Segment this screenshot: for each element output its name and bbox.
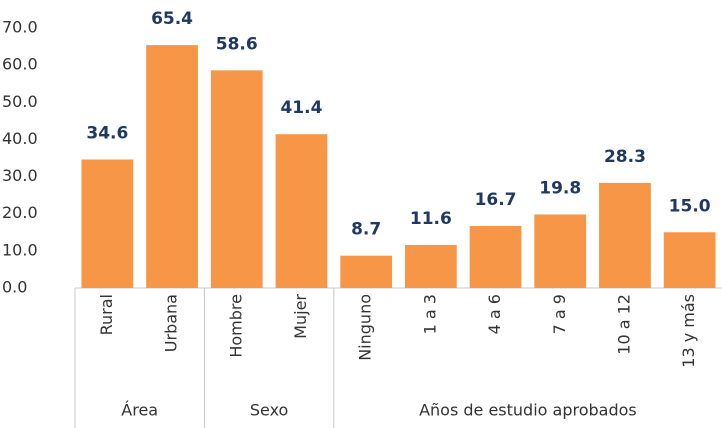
bar <box>469 225 522 288</box>
y-tick-label: 0.0 <box>2 278 27 297</box>
value-label: 28.3 <box>604 147 646 167</box>
bar <box>210 70 263 288</box>
x-tick-label: Rural <box>97 294 116 335</box>
value-label: 11.6 <box>410 209 452 229</box>
y-tick-label: 60.0 <box>2 55 38 74</box>
bar <box>340 255 393 288</box>
x-tick-label: 7 a 9 <box>550 294 569 334</box>
bar <box>534 214 587 288</box>
value-label: 58.6 <box>216 34 258 54</box>
group-label: Sexo <box>250 401 288 420</box>
x-tick-label: Hombre <box>226 294 245 358</box>
bar <box>404 244 457 288</box>
value-label: 41.4 <box>280 98 322 118</box>
value-label: 15.0 <box>669 196 711 216</box>
value-label: 34.6 <box>86 123 128 143</box>
y-tick-label: 20.0 <box>2 203 38 222</box>
value-label: 8.7 <box>351 220 381 240</box>
y-tick-label: 70.0 <box>2 18 38 37</box>
x-tick-label: 10 a 12 <box>614 294 633 355</box>
bar <box>275 134 328 288</box>
x-tick-label: Mujer <box>291 294 310 339</box>
y-tick-label: 50.0 <box>2 92 38 111</box>
bar <box>81 159 134 288</box>
value-label: 19.8 <box>539 178 581 198</box>
x-tick-label: Urbana <box>162 294 181 352</box>
x-tick-label: Ninguno <box>356 294 375 361</box>
group-label: Área <box>121 401 158 420</box>
bar <box>663 232 716 288</box>
y-tick-label: 30.0 <box>2 166 38 185</box>
x-tick-label: 4 a 6 <box>485 294 504 334</box>
group-label: Años de estudio aprobados <box>419 401 637 420</box>
y-tick-label: 40.0 <box>2 129 38 148</box>
x-tick-label: 13 y más <box>679 294 698 368</box>
x-tick-label: 1 a 3 <box>420 294 439 334</box>
y-tick-label: 10.0 <box>2 240 38 259</box>
bar <box>146 45 198 289</box>
value-label: 16.7 <box>475 190 517 210</box>
value-label: 65.4 <box>151 9 193 29</box>
bar <box>599 182 651 288</box>
